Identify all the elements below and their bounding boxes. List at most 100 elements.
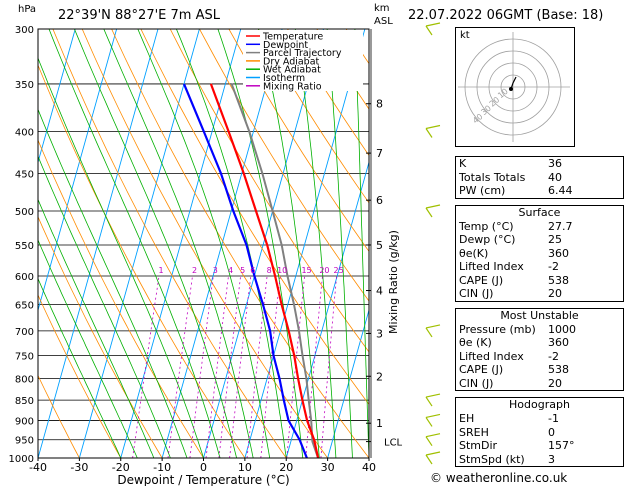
pressure-tick-label: 700 (15, 327, 34, 338)
indices-label: StmDir (459, 439, 498, 452)
mixing-ratio-label: 15 (301, 266, 311, 275)
indices-table: K 36 Totals Totals 40 PW (cm) 6.44 Surface Tem… (455, 156, 624, 473)
mixing-ratio-label: 25 (334, 266, 344, 275)
indices-label: θe(K) (459, 246, 489, 260)
x-tick-label: 10 (238, 461, 252, 474)
legend-label: Isotherm (263, 73, 305, 84)
indices-basic: K 36 Totals Totals 40 PW (cm) 6.44 (455, 156, 624, 199)
mixing-ratio-label: 20 (319, 266, 329, 275)
legend-box (243, 30, 363, 91)
indices-label: SREH (459, 425, 489, 439)
indices-hodograph: Hodograph EH -1 SREH 0 StmDir 157° StmSpd (kt) 3 (455, 397, 624, 467)
indices-row: K 36 (456, 157, 623, 171)
wind-barb (425, 454, 433, 465)
wet-adiabat-line (38, 198, 155, 458)
mixing-ratio-label: 1 (158, 266, 163, 275)
indices-label: CAPE (J) (459, 363, 504, 376)
dry-adiabat-line (38, 215, 163, 458)
pressure-tick-label: 950 (15, 436, 34, 447)
indices-label: Temp (°C) (459, 219, 514, 233)
wet-adiabat-line (38, 277, 122, 458)
x-tick-label: 30 (321, 461, 335, 474)
indices-value: 0 (548, 425, 555, 439)
wind-barb-flag (425, 22, 441, 27)
km-tick-label: 5 (376, 239, 383, 252)
indices-label: CIN (J) (459, 287, 494, 300)
mixing-ratio-label: 10 (277, 266, 287, 275)
wind-barb-flag (425, 413, 441, 419)
indices-label: StmSpd (kt) (459, 452, 525, 466)
indices-value: -2 (548, 349, 559, 363)
indices-value: -2 (548, 260, 559, 273)
indices-row: θe(K) 360 (456, 247, 623, 261)
wet-adiabat-line (354, 29, 369, 458)
wet-adiabat-line (103, 29, 254, 458)
indices-label: PW (cm) (459, 184, 506, 197)
km-tick-label: 7 (376, 147, 383, 160)
wind-barb (425, 436, 433, 447)
dry-adiabat-line (38, 139, 204, 458)
wind-barb (425, 207, 433, 218)
indices-label: EH (459, 412, 475, 425)
indices-section-title: Surface (518, 205, 561, 219)
indices-value: 27.7 (548, 219, 573, 233)
wet-adiabat-line (137, 29, 271, 458)
mixing-ratio-line (167, 275, 193, 458)
hodograph-trace (510, 76, 517, 90)
indices-row: SREH 0 (456, 426, 623, 440)
hodograph-storm-motion (509, 87, 513, 91)
dry-adiabat-line (257, 29, 369, 204)
mixing-ratio-label: 4 (228, 266, 233, 275)
indices-value: 40 (548, 170, 562, 184)
indices-value: 25 (548, 233, 562, 246)
isotherm-line (38, 29, 118, 312)
indices-row: CIN (J) 20 (456, 287, 623, 301)
location-label: 22°39'N 88°27'E 7m ASL (58, 8, 220, 23)
indices-label: Dewp (°C) (459, 233, 516, 246)
mixing-ratio-line (260, 275, 281, 458)
indices-value: 360 (548, 246, 569, 260)
pressure-tick-label: 450 (15, 169, 34, 180)
wind-barb (425, 396, 433, 407)
pressure-tick-label: 1000 (9, 454, 34, 465)
km-tick-label: 1 (376, 417, 383, 430)
km-tick-label: 2 (376, 370, 383, 383)
dry-adiabat-line (169, 29, 369, 353)
indices-value: 157° (548, 439, 575, 452)
indices-section-title: Most Unstable (500, 308, 579, 322)
parcel-trajectory-line (230, 83, 320, 458)
indices-value: 20 (548, 287, 562, 300)
indices-value: 6.44 (548, 184, 573, 197)
mixing-ratio-line (305, 275, 323, 458)
wind-barb-flag (425, 204, 441, 209)
dry-adiabat-line (228, 29, 369, 253)
x-tick-label: 0 (200, 461, 207, 474)
isotherm-line (120, 29, 242, 458)
dry-adiabat-line (52, 29, 287, 458)
wet-adiabat-line (217, 29, 304, 458)
pressure-tick-label: 550 (15, 241, 34, 252)
pressure-tick-label: 850 (15, 396, 34, 407)
mixing-ratio-line (320, 275, 337, 458)
wet-adiabat-line (294, 29, 337, 458)
hodograph-kt-label: kt (460, 30, 470, 41)
mixing-ratio-label: 3 (213, 266, 218, 275)
indices-row: EH -1 (456, 412, 623, 426)
indices-row: Temp (°C) 27.7 (456, 220, 623, 234)
wind-barb (425, 417, 433, 427)
indices-label: Lifted Index (459, 349, 524, 363)
km-tick-label: 4 (376, 285, 383, 298)
pressure-tick-label: 350 (15, 80, 34, 91)
legend-label: Parcel Trajectory (263, 48, 342, 59)
mixing-ratio-line (205, 275, 229, 458)
indices-value: 538 (548, 273, 569, 287)
isotherm-line (38, 29, 159, 458)
wind-barb (425, 327, 433, 338)
indices-row: Lifted Index -2 (456, 260, 623, 274)
indices-label: θe (K) (459, 336, 492, 349)
x-tick-label: 20 (279, 461, 293, 474)
km-tick-label: 6 (376, 194, 383, 207)
pressure-tick-label: 750 (15, 351, 34, 362)
km-tick-label: 3 (376, 327, 383, 340)
